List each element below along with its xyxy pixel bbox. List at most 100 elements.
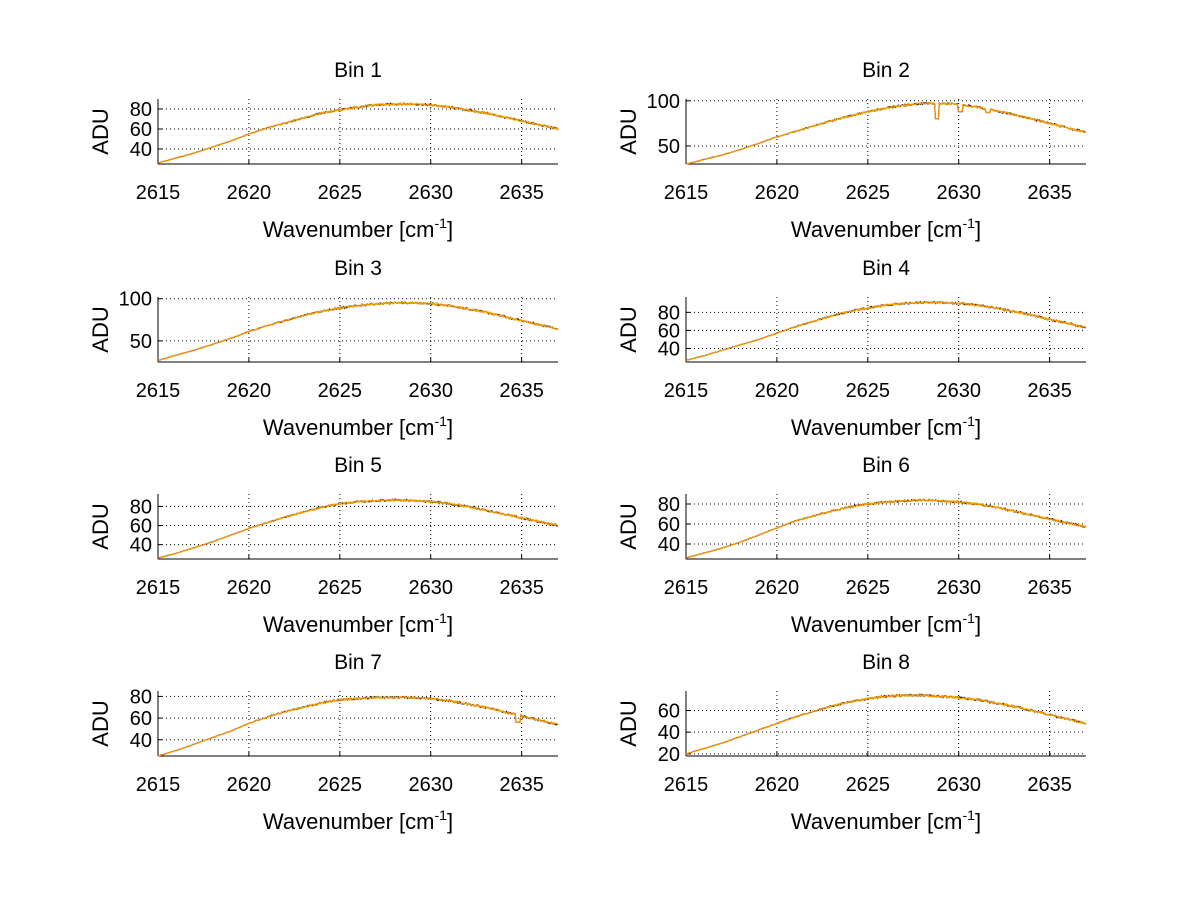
x-tick-label: 2630 — [936, 774, 981, 796]
x-tick-label: 2615 — [664, 577, 709, 599]
series-line-trace-3 — [157, 695, 559, 757]
y-tick-label: 80 — [658, 302, 680, 324]
x-tick-label: 2635 — [1027, 774, 1072, 796]
subplot-title: Bin 7 — [334, 651, 382, 674]
x-tick-label: 2635 — [499, 182, 544, 204]
x-tick-label: 2630 — [408, 774, 453, 796]
y-axis-label: ADU — [88, 108, 113, 154]
x-tick-label: 2630 — [408, 182, 453, 204]
x-axis-label: Wavenumber [cm-1] — [263, 215, 453, 242]
subplot-title: Bin 4 — [862, 257, 910, 280]
subplot-title: Bin 5 — [334, 454, 382, 477]
x-tick-label: 2620 — [227, 577, 272, 599]
x-tick-label: 2625 — [846, 380, 891, 402]
series-line-trace-3 — [157, 101, 559, 164]
y-tick-label: 40 — [130, 535, 152, 557]
x-tick-label: 2615 — [136, 380, 181, 402]
subplot-title: Bin 2 — [862, 59, 910, 82]
series-line-trace-3 — [685, 498, 1087, 559]
y-tick-label: 20 — [658, 744, 680, 766]
x-axis-label: Wavenumber [cm-1] — [263, 807, 453, 834]
y-tick-label: 60 — [658, 701, 680, 723]
x-tick-label: 2635 — [1027, 577, 1072, 599]
y-tick-label: 40 — [130, 730, 152, 752]
x-axis-label: Wavenumber [cm-1] — [791, 413, 981, 440]
x-tick-label: 2625 — [318, 182, 363, 204]
x-tick-label: 2625 — [318, 774, 363, 796]
series-line-trace-3 — [685, 693, 1087, 755]
y-tick-label: 40 — [658, 338, 680, 360]
y-tick-label: 80 — [130, 99, 152, 121]
y-tick-label: 60 — [130, 708, 152, 730]
y-axis-label: ADU — [616, 503, 641, 549]
x-tick-label: 2635 — [499, 577, 544, 599]
subplot-2: Bin 2 2615 2620 2625 2630 2635 50 100 Wavenumber… — [616, 59, 1087, 242]
y-axis-label: ADU — [616, 700, 641, 746]
y-tick-label: 60 — [130, 516, 152, 538]
x-axis-label: Wavenumber [cm-1] — [263, 610, 453, 637]
x-tick-label: 2615 — [136, 577, 181, 599]
x-tick-label: 2615 — [664, 774, 709, 796]
y-axis-label: ADU — [616, 306, 641, 352]
x-axis-label: Wavenumber [cm-1] — [263, 413, 453, 440]
series-line-trace-3 — [157, 301, 559, 361]
y-tick-label: 80 — [658, 494, 680, 516]
subplot-title: Bin 8 — [862, 651, 910, 674]
x-tick-label: 2635 — [499, 380, 544, 402]
x-tick-label: 2620 — [755, 182, 800, 204]
y-tick-label: 60 — [658, 320, 680, 342]
subplot-title: Bin 1 — [334, 59, 382, 82]
y-tick-label: 40 — [130, 139, 152, 161]
y-tick-label: 40 — [658, 534, 680, 556]
y-axis-label: ADU — [616, 108, 641, 154]
x-tick-label: 2625 — [846, 577, 891, 599]
subplot-title: Bin 6 — [862, 454, 910, 477]
x-tick-label: 2615 — [664, 380, 709, 402]
x-tick-label: 2620 — [227, 380, 272, 402]
y-tick-label: 50 — [130, 331, 152, 353]
x-tick-label: 2625 — [846, 774, 891, 796]
series-line-trace-3 — [157, 498, 559, 559]
x-tick-label: 2635 — [1027, 380, 1072, 402]
y-tick-label: 100 — [119, 289, 152, 311]
x-tick-label: 2615 — [136, 774, 181, 796]
y-tick-label: 50 — [658, 136, 680, 158]
x-tick-label: 2635 — [1027, 182, 1072, 204]
x-tick-label: 2630 — [408, 380, 453, 402]
y-tick-label: 60 — [658, 514, 680, 536]
y-tick-label: 100 — [647, 91, 680, 113]
series-line-trace-3 — [685, 101, 1087, 165]
x-tick-label: 2635 — [499, 774, 544, 796]
subplot-3: Bin 3 2615 2620 2625 2630 2635 50 100 Wavenumber… — [88, 257, 559, 440]
x-tick-label: 2620 — [227, 774, 272, 796]
x-tick-label: 2615 — [664, 182, 709, 204]
series-line-trace-3 — [685, 300, 1087, 361]
x-tick-label: 2625 — [846, 182, 891, 204]
x-axis-label: Wavenumber [cm-1] — [791, 610, 981, 637]
x-tick-label: 2630 — [936, 577, 981, 599]
x-tick-label: 2630 — [936, 182, 981, 204]
x-tick-label: 2625 — [318, 380, 363, 402]
y-axis-label: ADU — [88, 306, 113, 352]
x-tick-label: 2620 — [755, 380, 800, 402]
y-tick-label: 80 — [130, 496, 152, 518]
x-tick-label: 2620 — [227, 182, 272, 204]
y-axis-label: ADU — [88, 503, 113, 549]
y-tick-label: 60 — [130, 119, 152, 141]
y-axis-label: ADU — [88, 700, 113, 746]
x-axis-label: Wavenumber [cm-1] — [791, 215, 981, 242]
y-tick-label: 40 — [658, 722, 680, 744]
x-tick-label: 2620 — [755, 577, 800, 599]
x-tick-label: 2630 — [408, 577, 453, 599]
subplot-title: Bin 3 — [334, 257, 382, 280]
y-tick-label: 80 — [130, 686, 152, 708]
x-tick-label: 2630 — [936, 380, 981, 402]
